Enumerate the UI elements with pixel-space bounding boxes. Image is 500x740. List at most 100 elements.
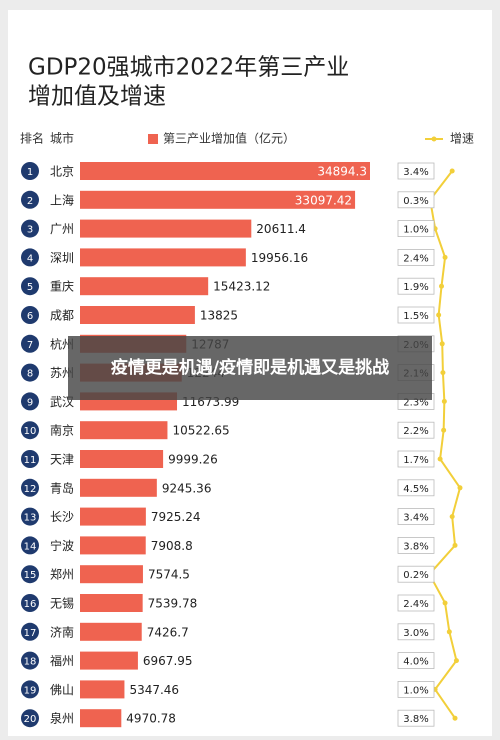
rank-label: 15: [24, 570, 37, 581]
rank-badge: [21, 392, 39, 411]
growth-label: 2.4%: [403, 599, 428, 610]
category-label: 佛山: [50, 683, 74, 697]
legend-swatch: [148, 134, 158, 144]
rank-badge: [21, 334, 39, 353]
rank-label: 17: [24, 628, 37, 639]
rank-badge: [21, 680, 39, 699]
growth-label-box: [397, 681, 435, 698]
rank-label: 9: [27, 397, 33, 408]
category-label: 北京: [50, 165, 74, 179]
growth-label: 2.3%: [403, 397, 428, 408]
rank-badge: [21, 421, 39, 440]
growth-point: [441, 427, 447, 433]
rank-badge: [21, 651, 39, 670]
bar: [80, 450, 164, 468]
rank-label: 11: [24, 455, 37, 466]
category-label: 无锡: [50, 596, 74, 611]
value-label: 7574.5: [148, 568, 190, 582]
growth-point: [449, 168, 455, 174]
growth-point: [453, 658, 459, 664]
growth-label-box: [397, 709, 435, 727]
rank-label: 20: [24, 714, 37, 725]
growth-point: [457, 485, 463, 491]
growth-label-box: [397, 537, 435, 554]
growth-label-box: [397, 479, 435, 497]
growth-label: 0.2%: [403, 570, 428, 581]
value-label: 15423.12: [213, 280, 270, 294]
rank-badge: [21, 536, 39, 555]
category-label: 成都: [50, 309, 74, 323]
growth-label-box: [397, 623, 435, 641]
value-label: 19956.16: [251, 251, 308, 265]
growth-label: 3.0%: [403, 628, 428, 639]
growth-label: 2.2%: [403, 426, 428, 437]
bar: [80, 162, 370, 180]
bar: [80, 565, 143, 584]
growth-label: 4.5%: [403, 484, 428, 495]
rank-badge: [21, 162, 39, 180]
value-label: 4970.78: [126, 712, 176, 726]
growth-label-box: [397, 565, 435, 583]
rank-label: 8: [27, 369, 33, 380]
bar: [80, 536, 146, 555]
growth-point: [446, 629, 452, 635]
bar: [80, 478, 157, 497]
value-label: 9245.36: [162, 481, 212, 495]
value-label: 5347.46: [129, 683, 179, 697]
rank-badge: [21, 306, 39, 324]
bar: [80, 219, 252, 238]
growth-label-box: [397, 162, 435, 180]
growth-label: 1.5%: [403, 311, 428, 322]
rank-label: 3: [27, 225, 33, 236]
rank-badge: [21, 219, 39, 238]
category-label: 郑州: [50, 567, 74, 582]
growth-point: [439, 341, 445, 347]
rank-label: 18: [24, 657, 37, 668]
rank-badge: [21, 594, 39, 612]
value-label: 10522.65: [172, 424, 229, 438]
rank-badge: [21, 450, 39, 468]
category-label: 福州: [50, 653, 74, 668]
growth-label-box: [397, 450, 435, 468]
growth-line: [428, 170, 462, 719]
growth-point: [439, 283, 445, 289]
growth-point: [452, 542, 458, 548]
value-label: 20611.4: [256, 222, 306, 236]
value-label: 34894.3: [317, 165, 367, 179]
bar: [80, 709, 122, 728]
rank-label: 10: [24, 426, 37, 437]
growth-label: 1.7%: [403, 455, 428, 466]
growth-label-box: [397, 652, 435, 669]
growth-label: 3.4%: [403, 167, 428, 178]
category-label: 青岛: [50, 480, 74, 495]
rank-label: 13: [24, 513, 37, 524]
growth-point: [442, 600, 448, 606]
column-header: 排名: [20, 131, 44, 146]
rank-label: 2: [27, 196, 33, 207]
category-label: 上海: [50, 192, 74, 207]
growth-label: 4.0%: [403, 657, 428, 668]
chart-title: GDP20强城市2022年第三产业: [28, 55, 349, 81]
growth-label: 0.3%: [403, 196, 428, 207]
bar: [80, 190, 356, 209]
value-label: 9999.26: [168, 453, 218, 467]
legend-label: 第三产业增加值（亿元）: [163, 131, 295, 146]
growth-label: 3.4%: [403, 513, 428, 524]
growth-point: [452, 715, 458, 721]
category-label: 南京: [50, 423, 74, 438]
growth-label-box: [397, 508, 435, 526]
value-label: 7908.8: [151, 539, 193, 553]
growth-label: 1.0%: [403, 685, 428, 696]
category-label: 重庆: [50, 280, 74, 294]
growth-label-box: [397, 191, 435, 209]
growth-label-box: [397, 220, 435, 238]
rank-badge: [21, 478, 39, 497]
category-label: 济南: [50, 624, 74, 639]
growth-label-box: [397, 248, 435, 266]
value-label: 7426.7: [147, 625, 189, 639]
growth-point: [437, 456, 443, 462]
legend-label: 增速: [450, 132, 474, 146]
rank-badge: [21, 565, 39, 584]
growth-label-box: [397, 277, 435, 295]
